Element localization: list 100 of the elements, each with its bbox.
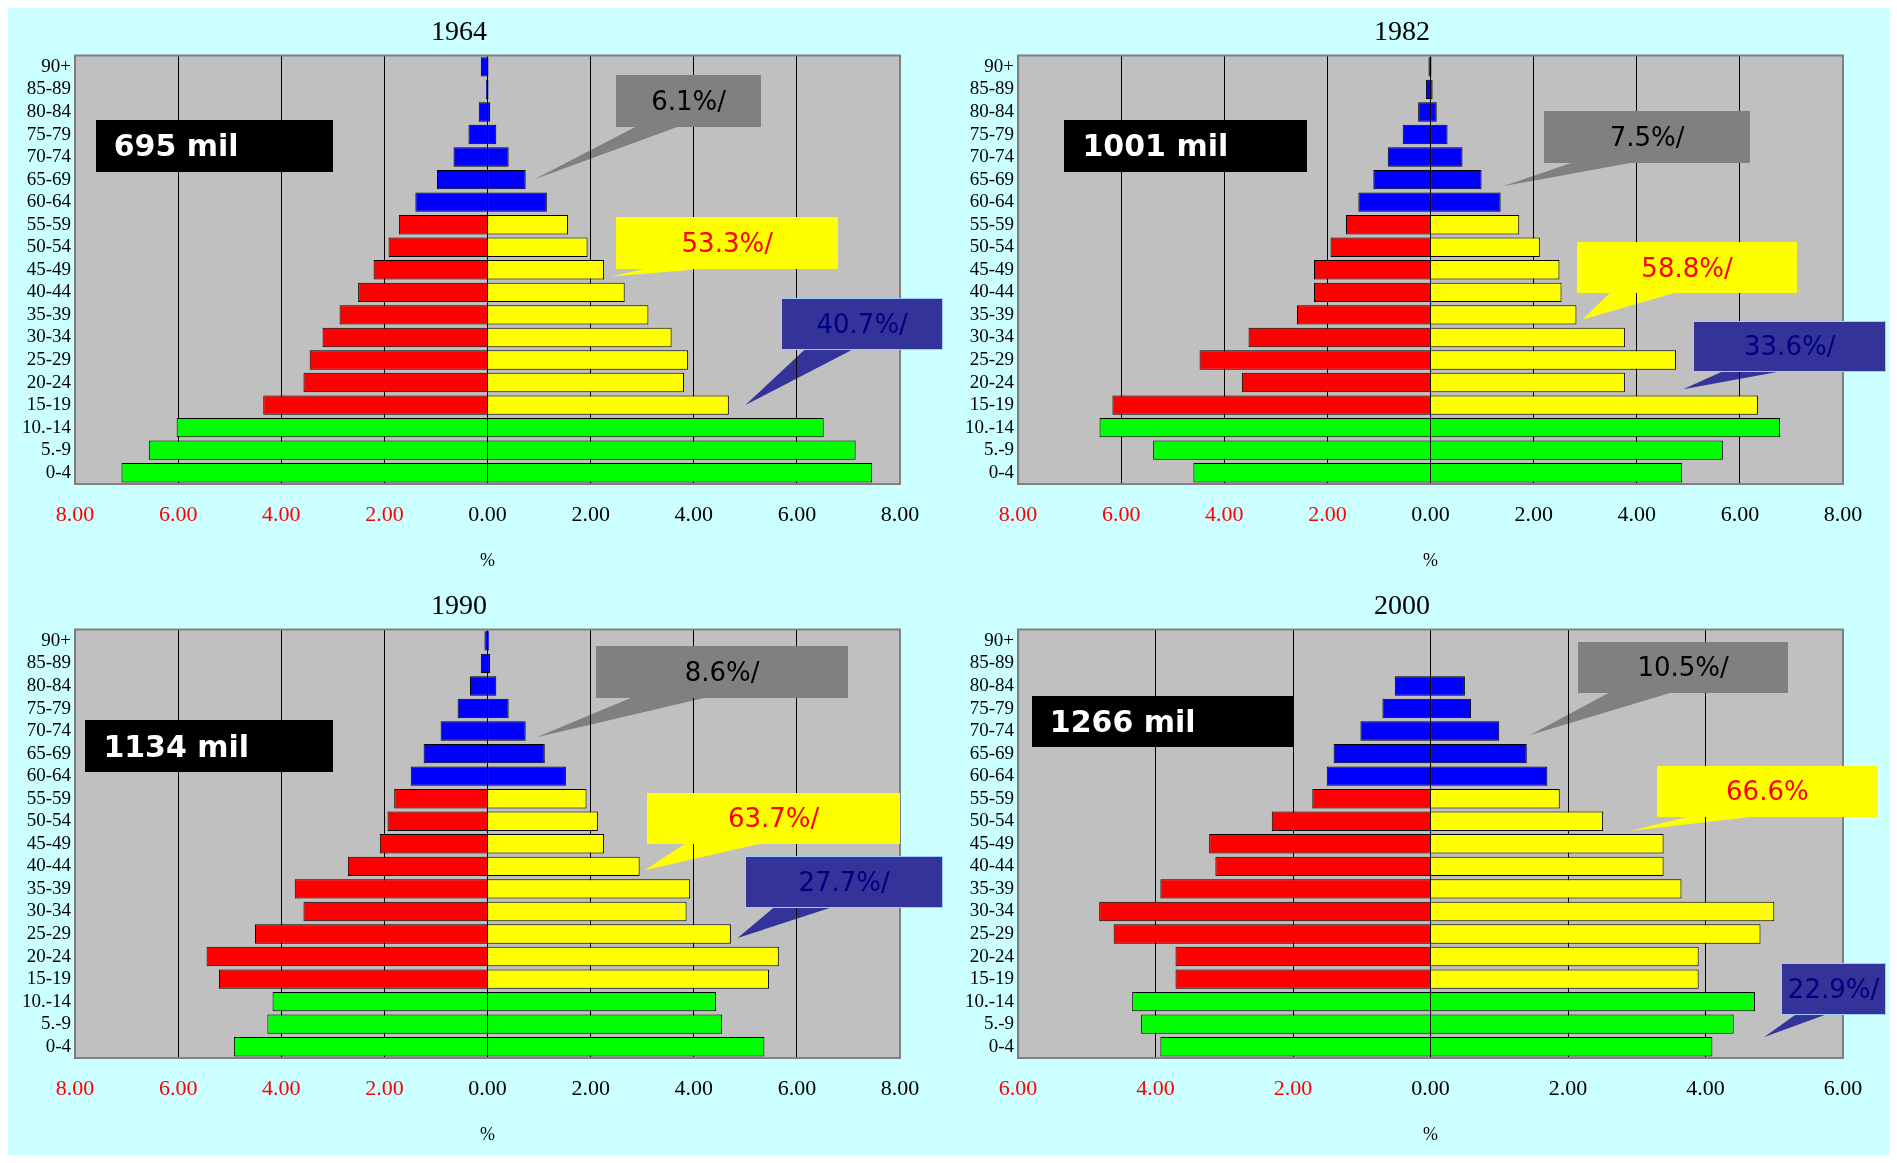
x-tick-label: 2.00 [365, 500, 404, 526]
y-tick-label: 50-54 [969, 808, 1015, 830]
y-tick-label: 5.-9 [984, 438, 1015, 460]
y-tick-label: 10.-14 [22, 415, 72, 437]
y-tick-label: 10.-14 [22, 989, 72, 1011]
chart-title: 1964 [431, 15, 487, 47]
x-axis-title: % [480, 549, 496, 570]
x-tick-label: 4.00 [1136, 1074, 1175, 1100]
x-tick-label: 8.00 [55, 500, 95, 526]
y-tick-label: 0-4 [45, 1034, 72, 1056]
y-tick-label: 45-49 [969, 831, 1015, 853]
y-tick-label: 65-69 [26, 741, 72, 763]
y-tick-label: 20-24 [26, 944, 72, 966]
x-tick-label: 4.00 [674, 1074, 714, 1100]
y-tick-label: 65-69 [969, 741, 1015, 763]
y-tick-label: 60-64 [26, 190, 72, 212]
y-tick-label: 30-34 [26, 898, 72, 920]
x-tick-label: 0.00 [1411, 1074, 1450, 1100]
y-tick-label: 55-59 [26, 212, 72, 234]
y-tick-label: 75-79 [26, 122, 72, 144]
x-tick-label: 6.00 [1823, 1074, 1863, 1100]
y-tick-label: 90+ [41, 628, 72, 650]
label-box: 1001 mil [1064, 119, 1307, 172]
y-tick-label: 20-24 [26, 370, 72, 392]
x-axis-title: % [1423, 549, 1439, 570]
y-tick-label: 15-19 [26, 393, 72, 415]
annotation: 63.7%/ [727, 803, 820, 834]
y-tick-label: 5.-9 [984, 1011, 1015, 1033]
y-tick-label: 45-49 [26, 831, 72, 853]
y-tick-label: 40-44 [26, 280, 72, 302]
y-tick-label: 45-49 [969, 257, 1015, 279]
y-tick-label: 80-84 [969, 673, 1015, 695]
y-tick-label: 85-89 [969, 650, 1015, 672]
y-tick-label: 35-39 [26, 876, 72, 898]
annotation: 8.6%/ [684, 656, 760, 687]
y-tick-label: 70-74 [26, 718, 72, 740]
y-tick-label: 20-24 [969, 370, 1015, 392]
y-tick-label: 35-39 [26, 302, 72, 324]
y-tick-label: 15-19 [26, 966, 72, 988]
y-tick-label: 70-74 [26, 145, 72, 167]
x-tick-label: 4.00 [1617, 500, 1657, 526]
x-tick-label: 6.00 [1720, 500, 1760, 526]
y-tick-label: 40-44 [969, 853, 1015, 875]
y-tick-label: 35-39 [969, 302, 1015, 324]
x-tick-label: 6.00 [158, 500, 198, 526]
annotation: 10.5%/ [1637, 652, 1729, 683]
x-tick-label: 4.00 [674, 500, 714, 526]
y-tick-label: 40-44 [26, 853, 72, 875]
y-tick-label: 50-54 [26, 808, 72, 830]
annotation: 58.8%/ [1641, 252, 1733, 283]
y-tick-label: 25-29 [969, 347, 1015, 369]
y-tick-label: 10.-14 [965, 415, 1015, 437]
y-tick-label: 55-59 [26, 786, 72, 808]
y-tick-label: 80-84 [26, 673, 72, 695]
x-tick-label: 2.00 [1308, 500, 1347, 526]
x-tick-label: 6.00 [777, 1074, 817, 1100]
annotation: 66.6% [1726, 776, 1809, 807]
y-tick-label: 35-39 [969, 876, 1015, 898]
annotation: 6.1%/ [651, 85, 727, 116]
y-tick-label: 75-79 [26, 696, 72, 717]
y-tick-label: 30-34 [969, 898, 1015, 920]
y-tick-label: 0-4 [988, 460, 1015, 482]
label-box: 1266 mil [1031, 695, 1294, 748]
x-tick-label: 0.00 [468, 1074, 507, 1100]
annotation: 7.5%/ [1609, 121, 1685, 152]
annotation: 1134 mil [103, 728, 250, 764]
x-tick-label: 6.00 [1101, 500, 1141, 526]
y-tick-label: 45-49 [26, 257, 72, 279]
y-tick-label: 90+ [41, 54, 72, 76]
y-tick-label: 0-4 [988, 1034, 1015, 1056]
y-tick-label: 90+ [984, 54, 1015, 76]
y-tick-label: 0-4 [45, 460, 72, 482]
chart-title: 2000 [1374, 588, 1430, 620]
x-tick-label: 2.00 [1514, 500, 1553, 526]
y-tick-label: 55-59 [969, 212, 1015, 234]
x-tick-label: 2.00 [571, 500, 610, 526]
y-tick-label: 85-89 [26, 650, 72, 672]
chart-title: 1982 [1374, 15, 1430, 47]
x-tick-label: 2.00 [1548, 1074, 1588, 1100]
y-tick-label: 70-74 [969, 145, 1015, 167]
x-tick-label: 4.00 [262, 1074, 301, 1100]
y-tick-label: 65-69 [26, 167, 72, 189]
x-tick-label: 8.00 [880, 1074, 920, 1100]
y-tick-label: 55-59 [969, 786, 1015, 808]
y-tick-label: 75-79 [969, 122, 1015, 144]
x-tick-label: 8.00 [998, 500, 1038, 526]
x-tick-label: 0.00 [468, 500, 507, 526]
x-axis-title: % [480, 1123, 496, 1144]
y-tick-label: 80-84 [969, 99, 1015, 121]
y-tick-label: 60-64 [969, 190, 1015, 212]
x-tick-label: 4.00 [262, 500, 301, 526]
label-box: 695 mil [95, 119, 333, 172]
x-tick-label: 0.00 [1411, 500, 1450, 526]
x-tick-label: 4.00 [1205, 500, 1244, 526]
y-tick-label: 20-24 [969, 944, 1015, 966]
y-tick-label: 30-34 [26, 325, 72, 347]
annotation: 695 mil [113, 128, 239, 164]
y-tick-label: 25-29 [969, 921, 1015, 943]
y-tick-label: 60-64 [969, 763, 1015, 785]
x-tick-label: 8.00 [880, 500, 920, 526]
